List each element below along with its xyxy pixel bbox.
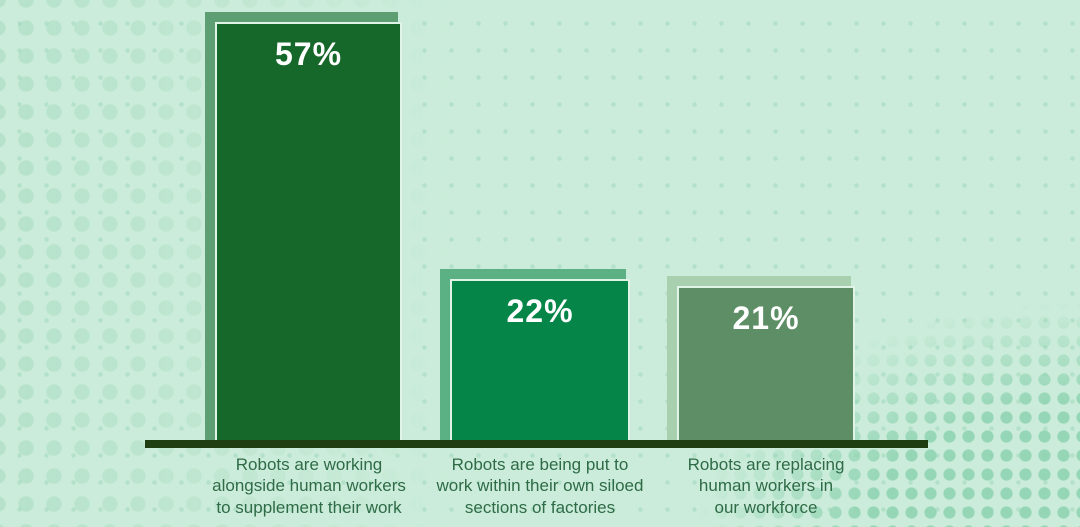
bar-fill: 22% [450,279,630,440]
x-axis-line [145,440,928,448]
category-label-replacing: Robots are replacing human workers in ou… [687,455,845,517]
category-label-supplement: Robots are working alongside human worke… [212,455,406,517]
bar-group-siloed: 22% [440,269,630,440]
bar-value-label: 57% [274,36,343,72]
category-label-siloed: Robots are being put to work within thei… [436,455,644,517]
bar-group-supplement: 57% [205,12,402,440]
bar-fill: 57% [215,22,402,440]
bar-fill: 21% [677,286,855,440]
bar-value-label: 21% [732,300,800,336]
bar-value-label: 22% [506,293,574,329]
bar-group-replacing: 21% [667,276,855,440]
